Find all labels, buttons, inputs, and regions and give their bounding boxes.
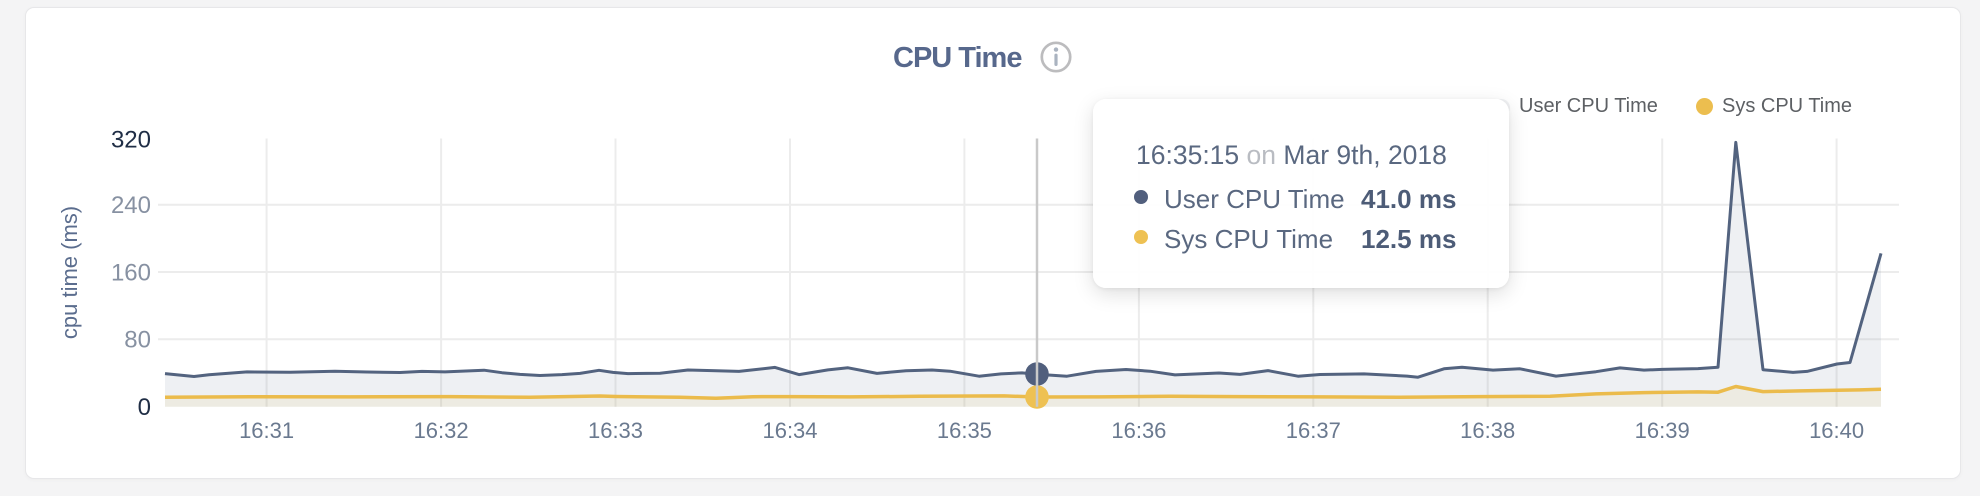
svg-text:16:37: 16:37 bbox=[1286, 418, 1341, 443]
svg-text:16:39: 16:39 bbox=[1635, 418, 1690, 443]
svg-text:16:36: 16:36 bbox=[1111, 418, 1166, 443]
svg-text:160: 160 bbox=[111, 259, 151, 286]
svg-text:240: 240 bbox=[111, 192, 151, 219]
svg-text:16:32: 16:32 bbox=[414, 418, 469, 443]
svg-text:16:34: 16:34 bbox=[762, 418, 817, 443]
svg-text:0: 0 bbox=[138, 394, 151, 421]
svg-text:16:40: 16:40 bbox=[1809, 418, 1864, 443]
svg-text:320: 320 bbox=[111, 126, 151, 153]
svg-text:16:33: 16:33 bbox=[588, 418, 643, 443]
svg-text:16:35: 16:35 bbox=[937, 418, 992, 443]
svg-text:80: 80 bbox=[124, 327, 151, 354]
svg-text:cpu time (ms): cpu time (ms) bbox=[57, 206, 82, 339]
svg-text:16:38: 16:38 bbox=[1460, 418, 1515, 443]
svg-text:16:31: 16:31 bbox=[239, 418, 294, 443]
